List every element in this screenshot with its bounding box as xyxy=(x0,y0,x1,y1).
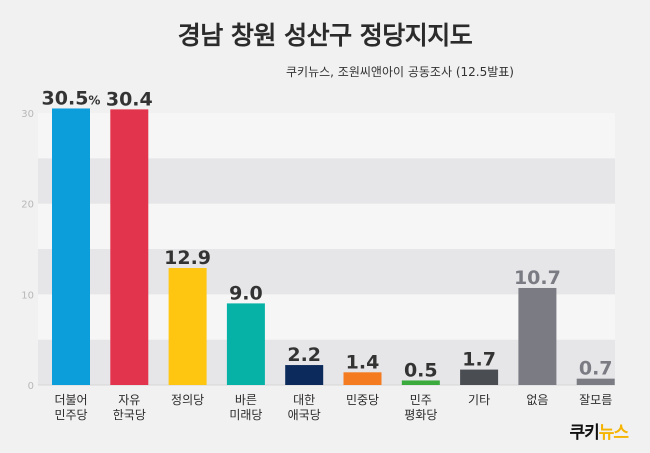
category-label: 미래당 xyxy=(229,408,262,422)
category-label: 대한 xyxy=(293,393,315,407)
chart-subtitle: 쿠키뉴스, 조원씨앤아이 공동조사 (12.5발표) xyxy=(0,63,650,80)
bar xyxy=(518,287,557,385)
category-label: 기타 xyxy=(468,393,490,407)
bar-value-label: 0.7 xyxy=(579,358,613,380)
bar-value-label: 12.9 xyxy=(164,247,211,269)
logo-part2: 뉴스 xyxy=(598,423,629,443)
bar-value-label: 30.4 xyxy=(106,88,153,110)
bar-value-label: 30.5% xyxy=(42,87,101,109)
category-label: 한국당 xyxy=(113,408,146,422)
bar xyxy=(460,369,499,385)
category-label: 애국당 xyxy=(288,408,321,422)
y-tick-label: 10 xyxy=(21,290,34,301)
chart-title: 경남 창원 성산구 정당지지도 xyxy=(177,21,473,50)
bar xyxy=(52,108,90,385)
bar-value-label: 1.4 xyxy=(346,351,380,373)
bar-value-label: 2.2 xyxy=(287,344,321,366)
category-label: 바른 xyxy=(235,393,257,407)
y-tick-label: 0 xyxy=(28,381,34,392)
category-label: 더불어 xyxy=(54,393,87,407)
bar xyxy=(576,378,615,385)
bar xyxy=(401,380,440,385)
bar xyxy=(285,365,324,385)
subtitle-text: 쿠키뉴스, 조원씨앤아이 공동조사 (12.5발표) xyxy=(286,65,514,79)
bar xyxy=(226,303,265,385)
bar-value-unit: % xyxy=(88,93,100,107)
category-label: 잘모름 xyxy=(579,393,612,407)
bar xyxy=(110,109,149,385)
bar-value-label: 1.7 xyxy=(462,349,496,371)
category-label: 자유 xyxy=(118,393,140,407)
category-label: 정의당 xyxy=(171,393,204,407)
category-label: 민주 xyxy=(410,393,432,407)
y-tick-label: 20 xyxy=(21,200,34,211)
bar-value-label: 0.5 xyxy=(404,359,438,381)
logo-part1: 쿠키 xyxy=(569,423,599,443)
category-label: 없음 xyxy=(526,393,548,407)
category-label: 민주당 xyxy=(54,408,87,422)
category-label: 민중당 xyxy=(346,393,379,407)
y-tick-label: 30 xyxy=(21,109,34,120)
bar-value-label: 10.7 xyxy=(514,267,561,289)
bar xyxy=(343,372,382,385)
bar xyxy=(168,268,207,385)
bar-value-label: 9.0 xyxy=(229,282,263,304)
category-label: 평화당 xyxy=(404,408,437,422)
kuki-news-logo: 쿠키뉴스 xyxy=(569,418,629,443)
